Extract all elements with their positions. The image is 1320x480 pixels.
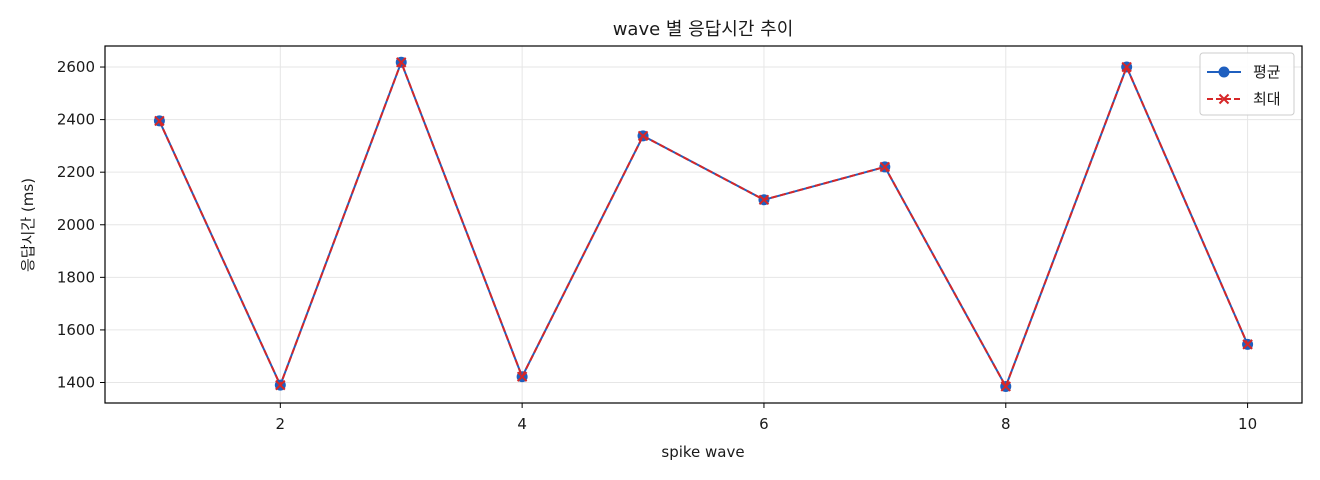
data-point: [396, 57, 407, 68]
series-2: [154, 57, 1253, 392]
chart-title: wave 별 응답시간 추이: [613, 19, 794, 40]
data-point: [275, 379, 286, 391]
x-tick-label: 6: [759, 415, 769, 433]
data-point: [637, 130, 649, 142]
legend-marker: [1218, 93, 1230, 105]
legend-label: 평균: [1253, 63, 1281, 81]
y-tick-label: 2600: [57, 58, 95, 76]
x-axis-title: spike wave: [661, 443, 744, 461]
legend-marker: [1218, 66, 1230, 78]
x-tick-label: 10: [1238, 415, 1257, 433]
x-tick-label: 8: [1001, 415, 1011, 433]
data-point: [1121, 61, 1132, 73]
legend-item: 최대: [1207, 90, 1281, 108]
x-tick-label: 4: [517, 415, 527, 433]
x-tick-label: 2: [276, 415, 286, 433]
data-point: [1000, 381, 1011, 392]
data-point: [758, 194, 770, 205]
data-point: [879, 161, 891, 173]
y-tick-label: 1800: [57, 268, 95, 286]
grid-lines: [105, 46, 1302, 403]
y-tick-label: 1400: [57, 373, 95, 391]
plot-area-frame: [104, 45, 1303, 404]
data-point: [516, 371, 528, 382]
y-tick-label: 2000: [57, 216, 95, 234]
series-layer: [153, 56, 1254, 392]
data-point: [1242, 339, 1253, 350]
legend-item: 평균: [1207, 63, 1281, 81]
y-tick-label: 2400: [57, 111, 95, 129]
series-line: [158, 61, 1249, 388]
y-tick-label: 1600: [57, 321, 95, 339]
data-point: [154, 115, 165, 127]
axis-ticks: 2 4 6 8 10 1400 1600 1800 2000 2200 2400 2600: [57, 58, 1257, 433]
y-axis-title: 응답시간 (ms): [19, 178, 37, 272]
legend-label: 최대: [1253, 90, 1281, 108]
y-tick-label: 2200: [57, 163, 95, 181]
